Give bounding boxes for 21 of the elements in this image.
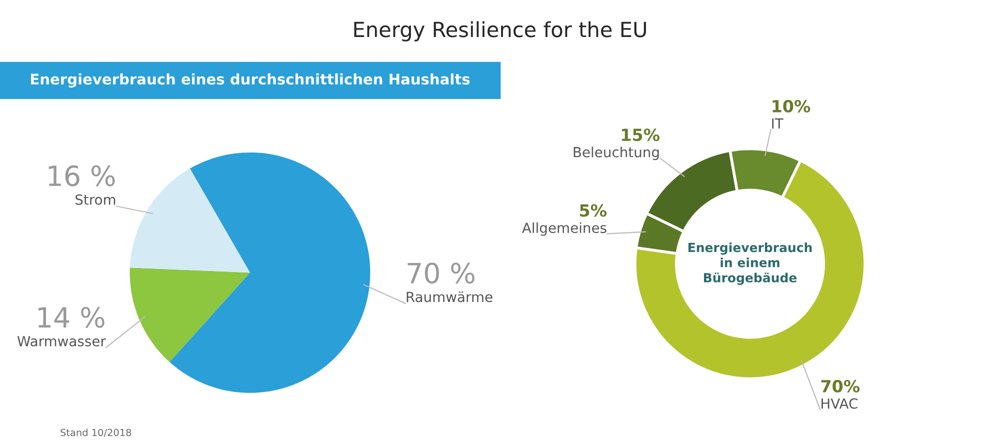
data-label: 10% <box>772 100 810 112</box>
slice-label: IT <box>772 118 784 129</box>
text: Stand 10/2018 <box>60 428 132 437</box>
chart-title: Energieverbrauch eines durchschnittlichen Haushalts <box>31 73 470 88</box>
slice-label: Raumwärme <box>406 291 492 302</box>
text: Energy Resilience for the EU <box>354 21 646 42</box>
data-label: 14 % <box>38 306 104 328</box>
data-label: 15% <box>622 128 660 142</box>
pie-slice <box>130 268 250 362</box>
data-label: 70% <box>821 380 860 392</box>
slice-label: Allgemeines <box>522 222 606 236</box>
pie-slice <box>170 152 370 393</box>
slice-label: Beleuchtung <box>574 146 659 160</box>
data-label: 5% <box>580 204 606 217</box>
slice-label: Warmwasser <box>17 336 106 346</box>
data-label: 70 % <box>408 262 474 284</box>
slice-label: Strom <box>76 194 116 205</box>
text: Energieverbrauch in einem Bürogebäude <box>688 242 812 285</box>
data-label: 16 % <box>48 165 115 186</box>
pie-slice <box>130 168 250 273</box>
slice-label: HVAC <box>822 398 858 409</box>
